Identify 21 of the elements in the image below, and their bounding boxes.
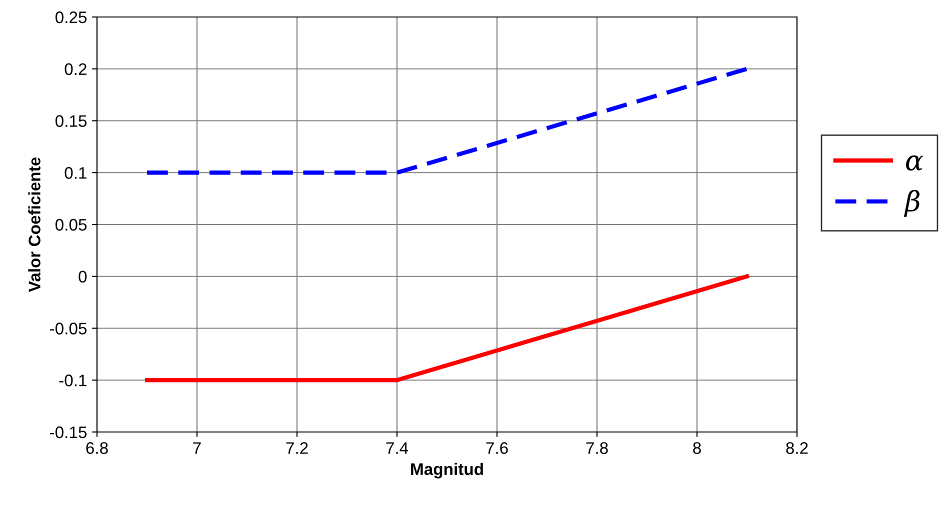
y-tick-label: 0.1 <box>64 167 86 179</box>
x-tick-label: 7.6 <box>486 442 508 454</box>
x-tick-label: 6.8 <box>86 442 108 454</box>
y-tick-label: 0.05 <box>55 218 87 231</box>
x-tick-label: 8 <box>693 442 701 454</box>
y-tick-label: -0.15 <box>50 426 87 438</box>
y-tick-label: 0.25 <box>55 11 87 24</box>
x-tick-label: 7.8 <box>586 442 608 454</box>
y-tick-label: 0.15 <box>55 115 87 127</box>
x-tick-label: 7.4 <box>386 442 408 454</box>
x-tick-label: 7 <box>193 442 201 454</box>
y-tick-label: -0.1 <box>59 374 86 386</box>
x-tick-label: 8.2 <box>786 442 808 454</box>
x-tick-label: 7.2 <box>286 442 308 454</box>
y-tick-label: -0.05 <box>50 322 87 334</box>
legend-label: α <box>906 155 924 171</box>
y-tick-label: 0 <box>78 270 87 283</box>
x-axis-title: Magnitud <box>411 462 483 478</box>
y-axis-title: Valor Coeficiente <box>28 157 40 292</box>
legend-label: β <box>904 190 920 217</box>
y-tick-label: 0.2 <box>64 63 86 76</box>
